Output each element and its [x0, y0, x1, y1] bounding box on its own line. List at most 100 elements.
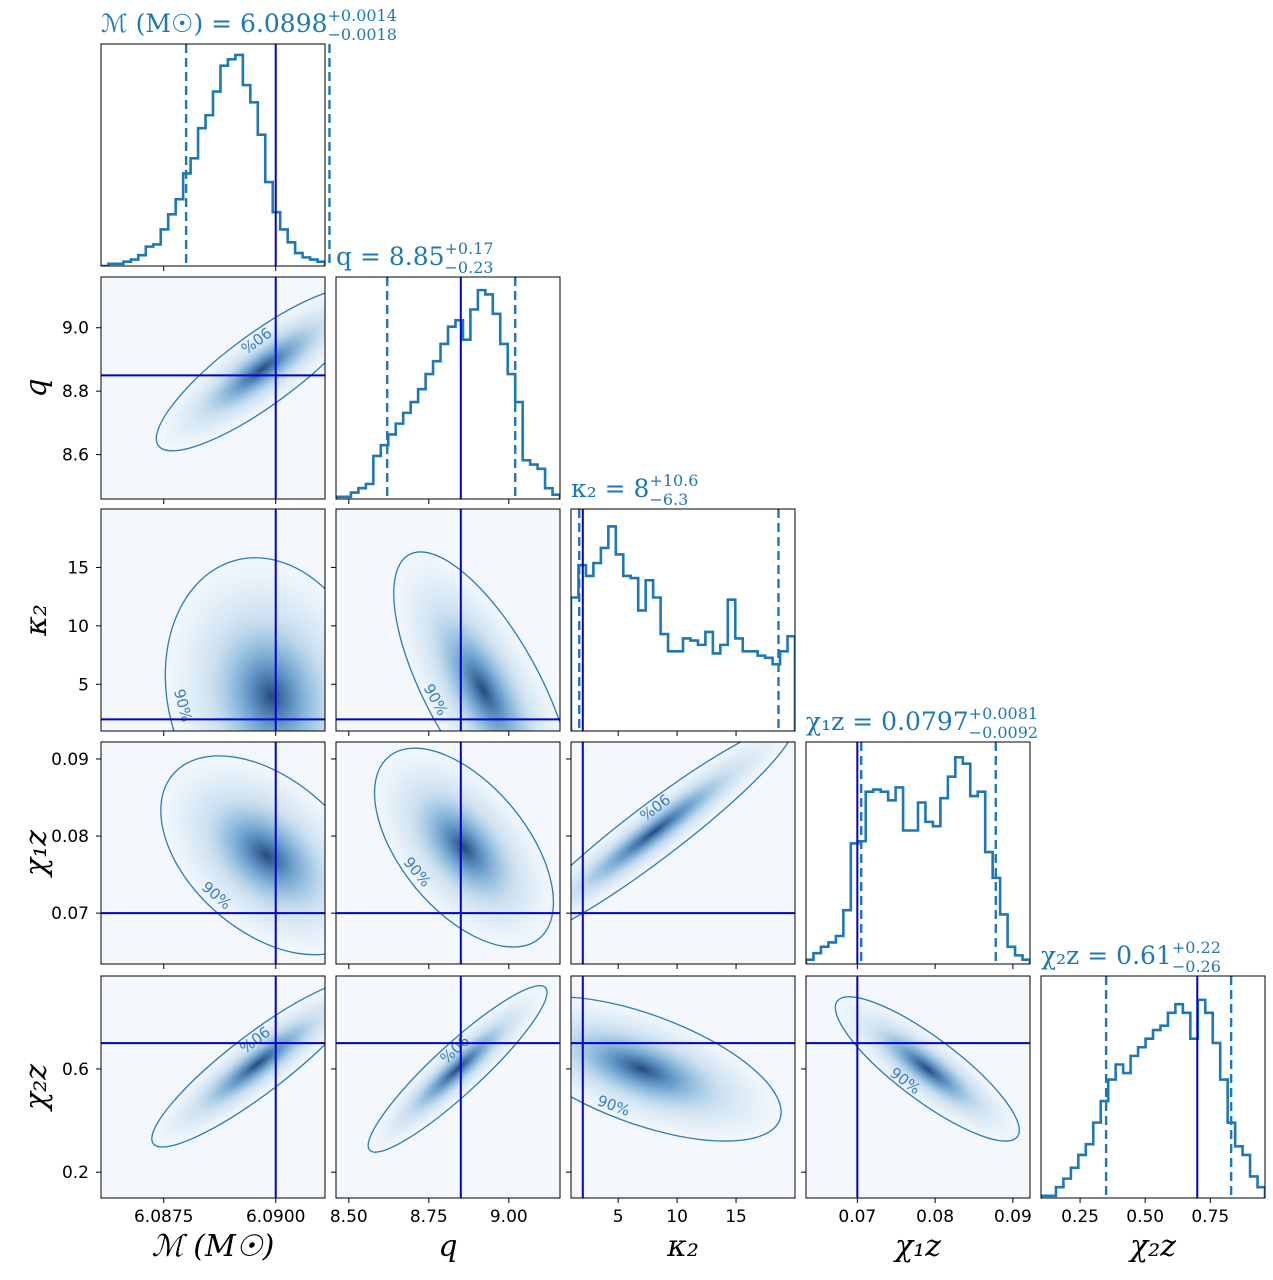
panel-title-q: q = 8.85+0.17 −0.23 [336, 239, 494, 277]
panel-frame [570, 741, 796, 965]
title-plus: +0.17 [445, 239, 494, 258]
histogram-step [101, 53, 325, 266]
title-name: κ₂ = 8 [571, 474, 649, 503]
y-axis-title-kappa2: κ₂ [19, 604, 54, 637]
density-core [202, 795, 325, 916]
x-tick-label: 10 [666, 1207, 688, 1227]
x-tick-label: 0.25 [1061, 1207, 1099, 1227]
density-panel-q-chi2z: 90% [331, 975, 561, 1203]
histogram-step [1041, 998, 1265, 1198]
hist-background [336, 277, 560, 499]
contour-90 [164, 557, 325, 731]
y-tick-label: 0.2 [62, 1163, 89, 1183]
y-tick-label: 0.09 [51, 750, 89, 770]
x-tick-label: 0.08 [916, 1207, 954, 1227]
density-panel-kappa2-chi2z: 90% [566, 975, 796, 1203]
density-panel-mc-chi2z: 90% [96, 975, 326, 1203]
panel-title-chi1z: χ₁z = 0.0797+0.0081 −0.0092 [806, 704, 1038, 742]
hist-panel-chi2z: χ₂z = 0.61+0.22 −0.26 [1040, 938, 1266, 1203]
x-tick-label: 6.0900 [246, 1207, 305, 1227]
panel-frame [335, 276, 561, 500]
y-axis-title-chi2z: χ₂z [19, 1064, 54, 1112]
x-tick-label: 0.75 [1191, 1207, 1229, 1227]
x-axis-title-mc: ℳ (M☉) [152, 1229, 275, 1264]
density-layer: 90% [157, 548, 325, 731]
y-tick-label: 8.8 [62, 382, 89, 402]
density-layer: 90% [828, 991, 1026, 1147]
title-minus: −0.0018 [328, 25, 397, 44]
contour-90 [571, 742, 794, 941]
histogram-step [806, 755, 1030, 964]
panel-frame [335, 508, 561, 732]
title-name: χ₂z = 0.61 [1041, 941, 1172, 970]
panel-title-chi2z: χ₂z = 0.61+0.22 −0.26 [1041, 938, 1221, 976]
x-axis-title-q: q [438, 1229, 457, 1264]
contour-90 [393, 551, 560, 731]
y-tick-label: 9.0 [62, 319, 89, 339]
contour-90 [571, 996, 782, 1142]
panel-frame [335, 975, 561, 1199]
density-core [193, 1013, 322, 1115]
hist-background [101, 44, 325, 266]
x-tick-label: 9.00 [490, 1207, 528, 1227]
hist-panel-chi1z: χ₁z = 0.0797+0.0081 −0.0092 [805, 704, 1038, 969]
y-axis-title-chi1z: χ₁z [19, 830, 54, 878]
x-tick-label: 15 [725, 1207, 747, 1227]
x-tick-label: 8.50 [330, 1207, 368, 1227]
density-layer: 90% [153, 748, 325, 962]
density-core [871, 1025, 983, 1113]
histogram-step [336, 288, 560, 499]
panel-frame [805, 741, 1031, 965]
y-tick-label: 5 [78, 675, 89, 695]
title-plus: +0.22 [1172, 938, 1221, 957]
panel-title-kappa2: κ₂ = 8+10.6 −6.3 [571, 471, 698, 509]
x-tick-label: 6.0875 [134, 1207, 193, 1227]
y-tick-label: 0.07 [51, 904, 89, 924]
y-tick-label: 0.08 [51, 827, 89, 847]
hist-panel-mc: ℳ (M☉) = 6.0898+0.0014 −0.0018 [100, 6, 397, 271]
x-tick-label: 5 [613, 1207, 624, 1227]
title-minus: −0.26 [1172, 957, 1221, 976]
x-tick-label: 0.09 [994, 1207, 1032, 1227]
title-plus: +10.6 [649, 471, 698, 490]
panel-frame [100, 508, 326, 732]
panel-frame [335, 741, 561, 965]
contour-90 [373, 747, 555, 948]
x-axis-title-chi2z: χ₂z [1128, 1229, 1176, 1264]
contour-90 [834, 996, 1020, 1142]
density-core [198, 319, 325, 419]
y-axis-title-q: q [19, 378, 54, 397]
y-tick-label: 15 [67, 558, 89, 578]
panel-frame [805, 975, 1031, 1199]
density-panel-kappa2-chi1z: 90% [566, 741, 796, 969]
panel-frame [100, 741, 326, 965]
y-tick-label: 10 [67, 617, 89, 637]
panel-frame [570, 508, 796, 732]
panel-frame [100, 975, 326, 1199]
title-name: χ₁z = 0.0797 [806, 707, 969, 736]
title-name: ℳ (M☉) = 6.0898 [101, 9, 328, 38]
x-axis-title-kappa2: κ₂ [666, 1229, 699, 1264]
density-panel-chi1z-chi2z: 90% [801, 975, 1031, 1203]
panel-frame [1040, 975, 1266, 1199]
density-panel-q-chi1z: 90% [331, 741, 561, 969]
density-panel-mc-chi1z: 90% [96, 741, 326, 969]
density-core [571, 767, 738, 898]
contour-90 [155, 286, 325, 452]
panel-title-mc: ℳ (M☉) = 6.0898+0.0014 −0.0018 [101, 6, 397, 44]
x-tick-label: 0.07 [838, 1207, 876, 1227]
title-plus: +0.0014 [328, 6, 397, 25]
density-core [409, 787, 519, 908]
density-core [207, 612, 325, 731]
title-minus: −6.3 [649, 490, 688, 509]
hist-panel-q: q = 8.85+0.17 −0.23 [335, 239, 561, 504]
y-tick-label: 8.6 [62, 446, 89, 466]
hist-panel-kappa2: κ₂ = 8+10.6 −6.3 [570, 471, 796, 736]
hist-background [571, 509, 795, 731]
x-tick-label: 8.75 [410, 1207, 448, 1227]
histogram-step [571, 525, 795, 731]
contour-90 [367, 985, 548, 1153]
density-panel-q-kappa2: 90% [331, 508, 561, 736]
title-plus: +0.0081 [969, 704, 1038, 723]
